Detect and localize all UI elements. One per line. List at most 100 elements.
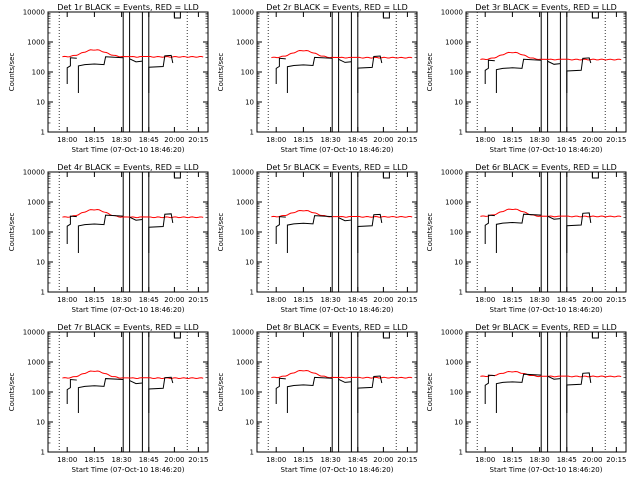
y-tick-label: 10000 <box>441 329 463 337</box>
data-gap-box <box>540 11 549 132</box>
y-tick-label: 10000 <box>23 329 45 337</box>
events-saturation-marker <box>173 12 181 19</box>
events-series-line <box>484 214 495 244</box>
y-tick-label: 100 <box>241 229 254 237</box>
y-tick-label: 10000 <box>232 9 254 17</box>
data-gap-box <box>350 171 359 292</box>
events-series-line <box>547 60 561 65</box>
events-series-line <box>129 216 143 221</box>
x-axis-label: Start Time (07-Oct-10 18:46:20) <box>72 466 185 474</box>
x-tick-label: 18:30 <box>321 456 341 464</box>
panel-det-4r: Det 4r BLACK = Events, RED = LLD Counts/s… <box>8 163 209 314</box>
y-tick-label: 100 <box>241 389 254 397</box>
x-tick-label: 18:15 <box>84 296 104 304</box>
x-tick-label: 18:00 <box>57 136 77 144</box>
x-tick-label: 18:30 <box>321 296 341 304</box>
x-tick-label: 18:15 <box>293 456 313 464</box>
data-gap-box <box>141 171 150 292</box>
x-tick-label: 18:15 <box>84 136 104 144</box>
plot-frame <box>465 11 627 133</box>
plot-frame <box>47 11 209 133</box>
x-tick-label: 20:15 <box>397 456 417 464</box>
y-tick-label: 100 <box>32 229 45 237</box>
events-series-line <box>338 378 352 383</box>
data-gap-box <box>559 331 568 452</box>
y-tick-label: 1000 <box>27 39 45 47</box>
events-saturation-marker <box>591 172 599 179</box>
x-tick-label: 18:30 <box>530 456 550 464</box>
y-tick-label: 1 <box>41 289 45 297</box>
y-tick-label: 1000 <box>445 199 463 207</box>
y-tick-label: 10000 <box>23 9 45 17</box>
x-tick-label: 20:00 <box>582 136 602 144</box>
y-tick-label: 10000 <box>23 169 45 177</box>
panel-det-7r: Det 7r BLACK = Events, RED = LLD Counts/s… <box>8 323 209 474</box>
x-tick-label: 18:00 <box>475 296 495 304</box>
panel-det-6r: Det 6r BLACK = Events, RED = LLD Counts/s… <box>426 163 627 314</box>
events-saturation-marker <box>591 332 599 339</box>
y-tick-label: 10 <box>36 419 45 427</box>
x-tick-label: 20:00 <box>373 296 393 304</box>
x-tick-label: 18:30 <box>112 456 132 464</box>
events-series-line <box>275 377 286 404</box>
x-tick-label: 18:15 <box>293 136 313 144</box>
events-series-line <box>357 55 383 93</box>
y-tick-label: 1 <box>459 129 463 137</box>
events-series-line <box>66 215 77 244</box>
events-saturation-marker <box>382 332 390 339</box>
y-tick-label: 1000 <box>27 359 45 367</box>
data-gap-box <box>350 331 359 452</box>
data-gap-box <box>141 331 150 452</box>
x-tick-label: 20:00 <box>373 136 393 144</box>
events-saturation-marker <box>382 12 390 19</box>
data-gap-box <box>122 11 131 132</box>
x-tick-label: 18:45 <box>348 296 368 304</box>
panel-title: Det 3r BLACK = Events, RED = LLD <box>475 3 617 12</box>
y-tick-label: 1 <box>250 449 254 457</box>
y-tick-label: 10000 <box>232 169 254 177</box>
x-axis-label: Start Time (07-Oct-10 18:46:20) <box>72 306 185 314</box>
data-gap-box <box>122 171 131 292</box>
y-axis-label: Counts/sec <box>8 213 16 252</box>
y-tick-label: 100 <box>450 389 463 397</box>
x-tick-label: 20:15 <box>188 296 208 304</box>
x-tick-label: 18:00 <box>57 456 77 464</box>
y-tick-label: 1000 <box>236 39 254 47</box>
x-tick-label: 20:15 <box>606 456 626 464</box>
y-tick-label: 10 <box>36 99 45 107</box>
x-tick-label: 20:15 <box>606 136 626 144</box>
y-axis-label: Counts/sec <box>8 53 16 92</box>
y-tick-label: 1 <box>41 129 45 137</box>
x-tick-label: 18:00 <box>266 136 286 144</box>
events-series-line <box>286 376 333 413</box>
panel-det-1r: Det 1r BLACK = Events, RED = LLD Counts/s… <box>8 3 209 154</box>
y-axis-label: Counts/sec <box>426 373 434 412</box>
events-series-line <box>66 57 77 84</box>
x-axis-label: Start Time (07-Oct-10 18:46:20) <box>490 306 603 314</box>
y-tick-label: 10000 <box>441 169 463 177</box>
events-series-line <box>495 213 542 253</box>
x-tick-label: 20:00 <box>164 456 184 464</box>
x-tick-label: 18:00 <box>475 136 495 144</box>
y-tick-label: 10 <box>454 99 463 107</box>
data-gap-box <box>141 11 150 132</box>
events-series-line <box>286 215 333 253</box>
data-gap-box <box>331 331 340 452</box>
events-series-line <box>77 378 124 413</box>
panel-title: Det 4r BLACK = Events, RED = LLD <box>57 163 199 172</box>
panel-title: Det 8r BLACK = Events, RED = LLD <box>266 323 408 332</box>
y-axis-label: Counts/sec <box>426 53 434 92</box>
y-tick-label: 10 <box>36 259 45 267</box>
y-tick-label: 10 <box>245 99 254 107</box>
panel-title: Det 1r BLACK = Events, RED = LLD <box>57 3 199 12</box>
data-gap-box <box>350 11 359 132</box>
events-series-line <box>77 214 124 253</box>
x-tick-label: 20:15 <box>606 296 626 304</box>
lld-series-line <box>62 209 204 219</box>
x-tick-label: 18:00 <box>266 456 286 464</box>
plot-frame <box>256 171 418 293</box>
x-tick-label: 18:45 <box>557 456 577 464</box>
x-tick-label: 20:00 <box>164 296 184 304</box>
y-tick-label: 1000 <box>27 199 45 207</box>
